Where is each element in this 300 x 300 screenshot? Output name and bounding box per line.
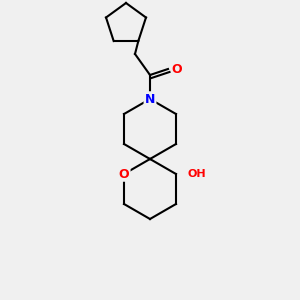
Text: O: O <box>171 62 181 76</box>
Text: N: N <box>145 92 155 106</box>
Text: O: O <box>119 167 129 181</box>
Text: OH: OH <box>188 169 207 179</box>
